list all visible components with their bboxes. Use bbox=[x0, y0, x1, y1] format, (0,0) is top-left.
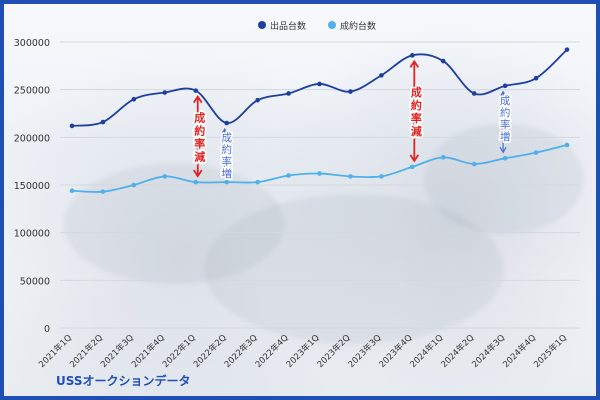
data-point bbox=[193, 88, 199, 93]
data-point bbox=[69, 123, 75, 129]
data-point bbox=[317, 81, 322, 87]
annotation-char: 成 bbox=[221, 132, 232, 144]
annotation-char: 率 bbox=[500, 118, 511, 131]
annotation-char: 率 bbox=[411, 111, 422, 125]
data-point bbox=[162, 174, 168, 179]
background-car-shape bbox=[64, 164, 284, 284]
y-tick-label: 150000 bbox=[14, 181, 50, 192]
data-point bbox=[533, 150, 539, 155]
data-point bbox=[69, 188, 75, 194]
annotation-char: 成 bbox=[411, 85, 422, 99]
y-tick-label: 50000 bbox=[20, 276, 50, 287]
data-point bbox=[564, 47, 570, 52]
data-point bbox=[410, 53, 415, 58]
data-point bbox=[440, 58, 446, 64]
annotation-char: 減 bbox=[194, 149, 205, 163]
legend-label-1: 出品台数 bbox=[270, 20, 306, 32]
data-point bbox=[131, 96, 137, 102]
legend-marker-1 bbox=[258, 21, 266, 29]
data-point bbox=[317, 171, 322, 176]
data-point bbox=[379, 174, 384, 179]
data-point bbox=[286, 91, 291, 96]
data-point bbox=[440, 155, 446, 160]
annotation-char: 増 bbox=[221, 167, 232, 180]
annotation-arrowhead-up bbox=[193, 94, 203, 104]
data-point bbox=[100, 189, 106, 194]
background-car-shape bbox=[424, 124, 584, 234]
data-source-label: USSオークションデータ bbox=[56, 374, 191, 388]
annotation-char: 約 bbox=[221, 143, 232, 156]
annotation-arrowhead-down bbox=[221, 170, 229, 178]
data-point bbox=[471, 161, 477, 167]
data-point bbox=[564, 142, 570, 148]
annotation-char: 成 bbox=[194, 110, 205, 124]
y-tick-label: 250000 bbox=[14, 86, 50, 97]
annotation-char: 約 bbox=[411, 98, 422, 112]
data-point bbox=[471, 91, 477, 96]
data-point bbox=[379, 73, 384, 78]
data-point bbox=[224, 179, 229, 185]
background-car-shape bbox=[204, 194, 504, 344]
legend-marker-2 bbox=[328, 21, 336, 29]
annotation-arrowhead-up bbox=[409, 59, 420, 68]
annotation-arrowhead-up bbox=[499, 90, 507, 98]
data-point bbox=[100, 119, 106, 125]
data-point bbox=[224, 120, 229, 126]
legend-label-2: 成約台数 bbox=[340, 20, 376, 32]
series-line-1 bbox=[71, 48, 568, 127]
annotation-char: 率 bbox=[221, 155, 232, 168]
y-tick-label: 200000 bbox=[14, 133, 50, 144]
data-point bbox=[410, 164, 415, 170]
y-tick-label: 0 bbox=[44, 324, 50, 335]
data-point bbox=[162, 90, 168, 95]
data-point bbox=[255, 97, 260, 103]
annotation-char: 約 bbox=[194, 123, 205, 137]
data-point bbox=[255, 179, 260, 185]
data-point bbox=[348, 174, 353, 179]
y-tick-label: 100000 bbox=[14, 229, 50, 240]
annotation-arrowhead-down bbox=[499, 146, 507, 154]
data-point bbox=[502, 156, 508, 161]
data-point bbox=[131, 182, 137, 188]
y-tick-label: 300000 bbox=[14, 38, 50, 49]
annotation-char: 率 bbox=[194, 136, 205, 150]
data-point bbox=[348, 89, 353, 94]
annotation-arrowhead-down bbox=[193, 169, 203, 178]
annotation-char: 成 bbox=[500, 95, 511, 107]
annotation-char: 約 bbox=[500, 106, 511, 119]
data-point bbox=[193, 179, 199, 185]
annotation-char: 増 bbox=[500, 130, 511, 143]
x-tick-label: 2025年1Q bbox=[531, 332, 569, 370]
annotation-arrowhead-down bbox=[409, 154, 420, 163]
annotation-char: 減 bbox=[411, 124, 422, 138]
data-point bbox=[502, 83, 508, 89]
data-point bbox=[533, 75, 539, 81]
annotation-arrowhead-up bbox=[221, 127, 229, 135]
data-point bbox=[286, 173, 291, 178]
